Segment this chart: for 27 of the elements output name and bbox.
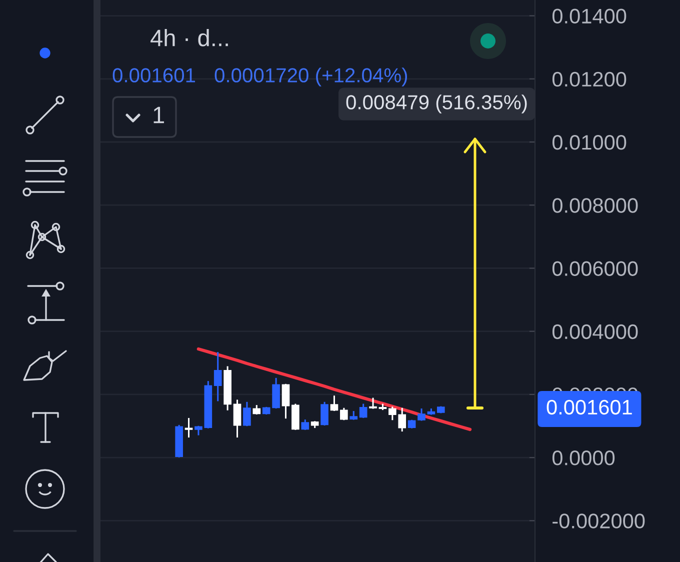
candlestick xyxy=(369,398,377,409)
candlestick xyxy=(320,402,328,426)
text: 1 xyxy=(154,106,164,124)
candlestick xyxy=(243,402,251,426)
y-tick-label: -0.002000 xyxy=(552,514,645,528)
y-tick-label: 0.01400 xyxy=(552,8,626,24)
y-tick-label: 0.008000 xyxy=(552,198,638,213)
candlestick xyxy=(330,396,338,411)
y-tick-label: 0.01200 xyxy=(552,72,626,87)
annotation: 0.008479 (516.35%) xyxy=(346,94,527,114)
text: 0.001601 xyxy=(546,400,632,415)
y-tick-label: 0.006000 xyxy=(552,261,638,276)
y-tick-label: 0.004000 xyxy=(552,324,638,340)
line-series xyxy=(196,347,472,432)
annotation: 0.001601 xyxy=(112,68,196,82)
candlestick xyxy=(418,408,426,421)
candlestick xyxy=(214,352,222,402)
candlestick xyxy=(233,400,242,438)
candlestick xyxy=(184,418,193,438)
annotation: 0.0001720 (+12.04%) xyxy=(214,68,408,86)
candlestick xyxy=(359,404,368,418)
y-tick-label: 0.0000 xyxy=(552,450,615,466)
candlestick xyxy=(340,408,348,420)
candlestick xyxy=(282,384,290,419)
candlestick xyxy=(292,404,300,430)
text: 4h · d... xyxy=(150,28,228,46)
y-tick-label: 0.01000 xyxy=(552,135,626,150)
